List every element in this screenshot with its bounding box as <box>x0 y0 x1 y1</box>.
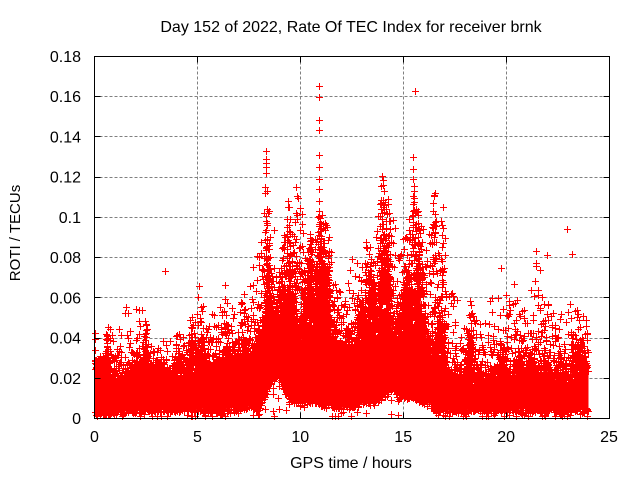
svg-text:0.12: 0.12 <box>50 170 81 187</box>
svg-text:0.1: 0.1 <box>59 210 81 227</box>
svg-text:0.04: 0.04 <box>50 331 81 348</box>
svg-text:20: 20 <box>497 429 515 446</box>
svg-text:0.06: 0.06 <box>50 290 81 307</box>
svg-text:0.02: 0.02 <box>50 371 81 388</box>
svg-text:0.16: 0.16 <box>50 89 81 106</box>
svg-text:0.14: 0.14 <box>50 129 81 146</box>
svg-text:0.08: 0.08 <box>50 250 81 267</box>
svg-text:0: 0 <box>72 411 81 428</box>
svg-text:15: 15 <box>394 429 412 446</box>
svg-text:GPS time / hours: GPS time / hours <box>290 455 412 472</box>
svg-text:0: 0 <box>90 429 99 446</box>
svg-text:Day 152 of 2022, Rate Of TEC I: Day 152 of 2022, Rate Of TEC Index for r… <box>160 19 542 36</box>
svg-text:25: 25 <box>600 429 618 446</box>
svg-text:5: 5 <box>193 429 202 446</box>
svg-text:0.18: 0.18 <box>50 49 81 66</box>
svg-text:10: 10 <box>291 429 309 446</box>
svg-text:ROTI / TECUs: ROTI / TECUs <box>7 185 24 281</box>
